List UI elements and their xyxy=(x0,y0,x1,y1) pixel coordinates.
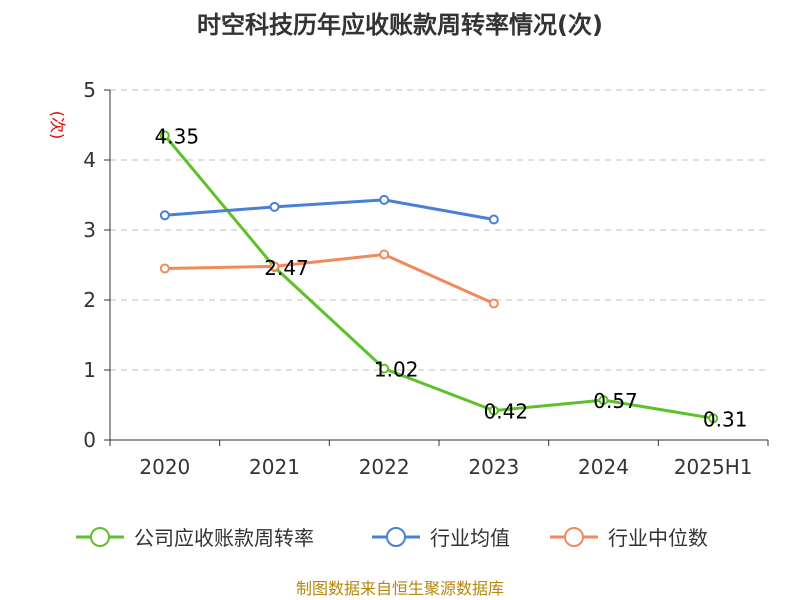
data-point-3[interactable] xyxy=(269,261,280,272)
data-point-1[interactable] xyxy=(159,130,170,141)
x-tick-label: 2024 xyxy=(578,455,629,479)
series-line-1 xyxy=(163,134,714,420)
source-note: 制图数据来自恒生聚源数据库 xyxy=(296,579,504,598)
y-tick-label: 3 xyxy=(83,218,96,242)
data-label: 0.42 xyxy=(484,400,529,424)
data-point-2[interactable] xyxy=(159,210,170,221)
y-axis-label: (次) xyxy=(48,111,67,140)
x-tick-label: 2020 xyxy=(139,455,190,479)
series-line-3 xyxy=(164,253,495,305)
data-label: 1.02 xyxy=(374,358,419,382)
data-point-2[interactable] xyxy=(269,201,280,212)
legend-marker xyxy=(386,527,406,547)
legend-label: 行业中位数 xyxy=(608,526,708,550)
y-tick-label: 5 xyxy=(83,78,96,102)
legend-marker xyxy=(90,527,110,547)
data-label: 4.35 xyxy=(155,125,200,149)
x-tick-label: 2022 xyxy=(359,455,410,479)
data-point-3[interactable] xyxy=(159,263,170,274)
data-point-1[interactable] xyxy=(598,395,609,406)
y-tick-label: 0 xyxy=(83,428,96,452)
y-tick-label: 2 xyxy=(83,288,96,312)
legend-item-3[interactable]: 行业中位数 xyxy=(550,526,708,550)
legend-item-2[interactable]: 行业均值 xyxy=(372,526,510,550)
data-label: 2.47 xyxy=(264,256,309,280)
axes: 0 1 2 3 4 5 2020 2021 2022 2023 2024 2025H1 xyxy=(83,78,769,479)
legend-marker xyxy=(564,527,584,547)
y-tick-label: 1 xyxy=(83,358,96,382)
x-tick-label: 2023 xyxy=(468,455,519,479)
data-label: 0.31 xyxy=(703,407,748,431)
data-point-1[interactable] xyxy=(488,405,499,416)
legend-label: 公司应收账款周转率 xyxy=(134,526,314,550)
x-tick-label: 2021 xyxy=(249,455,300,479)
data-point-2[interactable] xyxy=(488,214,499,225)
gridlines xyxy=(110,89,768,371)
series-line-2 xyxy=(164,198,495,221)
series-group xyxy=(159,130,719,424)
legend-label: 行业均值 xyxy=(430,526,510,550)
legend[interactable]: 公司应收账款周转率 行业均值 行业中位数 xyxy=(76,526,708,550)
data-point-1[interactable] xyxy=(708,413,719,424)
y-tick-label: 4 xyxy=(83,148,96,172)
data-point-3[interactable] xyxy=(379,249,390,260)
data-label: 0.57 xyxy=(593,389,638,413)
data-labels: 4.35 2.47 1.02 0.42 0.57 0.31 xyxy=(155,125,748,432)
legend-item-1[interactable]: 公司应收账款周转率 xyxy=(76,526,314,550)
data-point-2[interactable] xyxy=(379,194,390,205)
x-tick-label: 2025H1 xyxy=(674,455,753,479)
data-point-1[interactable] xyxy=(379,363,390,374)
chart-title: 时空科技历年应收账款周转率情况(次) xyxy=(197,11,603,39)
data-point-3[interactable] xyxy=(488,298,499,309)
